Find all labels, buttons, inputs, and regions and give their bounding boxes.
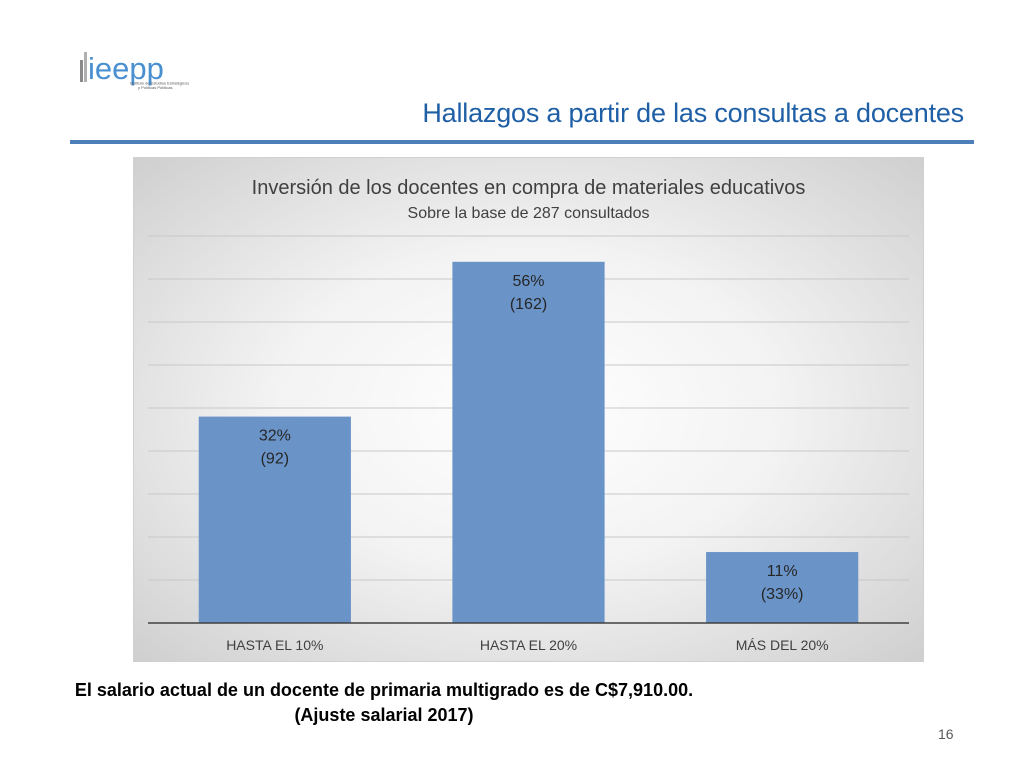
ieepp-logo: ieepp Instituto de Estudios Estratégicos… xyxy=(78,46,189,92)
bar-chart: Inversión de los docentes en compra de m… xyxy=(133,157,924,662)
title-underline xyxy=(70,140,974,144)
page-number: 16 xyxy=(938,726,954,742)
x-tick-label: HASTA EL 10% xyxy=(226,637,323,653)
bar-percent-label: 11% xyxy=(767,563,798,580)
logo-subtitle-1: Instituto de Estudios Estratégicos xyxy=(130,81,189,86)
bar-count-label: (162) xyxy=(510,296,547,313)
salary-footnote: El salario actual de un docente de prima… xyxy=(74,680,694,700)
chart-subtitle: Sobre la base de 287 consultados xyxy=(407,205,650,222)
salary-adjustment-note: (Ajuste salarial 2017) xyxy=(294,705,474,725)
chart-title: Inversión de los docentes en compra de m… xyxy=(251,177,806,199)
x-tick-label: HASTA EL 20% xyxy=(480,637,577,653)
bar-count-label: (92) xyxy=(261,451,289,468)
bar xyxy=(706,552,859,623)
bar xyxy=(198,416,351,623)
bar xyxy=(452,261,605,623)
bar-count-label: (33%) xyxy=(761,586,804,603)
logo-subtitle-2: y Políticas Públicas xyxy=(138,85,172,90)
bar-percent-label: 56% xyxy=(512,273,544,290)
bar-percent-label: 32% xyxy=(259,428,291,445)
logo-graphic: ieepp Instituto de Estudios Estratégicos… xyxy=(80,51,189,90)
chart-plot-area: 32% (92) HASTA EL 10% 56% (162) HASTA EL 20% 1… xyxy=(148,235,909,653)
logo-wordmark: ieepp xyxy=(88,51,164,86)
slide-title: Hallazgos a partir de las consultas a do… xyxy=(422,98,964,128)
x-tick-label: MÁS DEL 20% xyxy=(736,637,829,653)
